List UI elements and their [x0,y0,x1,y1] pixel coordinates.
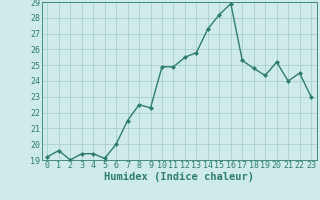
X-axis label: Humidex (Indice chaleur): Humidex (Indice chaleur) [104,172,254,182]
